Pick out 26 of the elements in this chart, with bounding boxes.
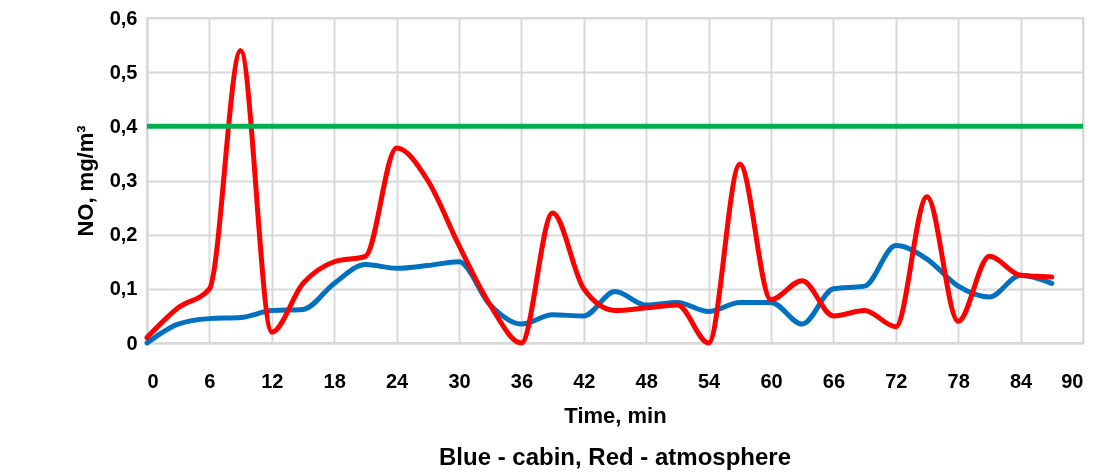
x-axis-title: Time, min [564,402,667,428]
x-tick-label: 36 [510,369,534,392]
x-tick-label: 30 [448,369,471,392]
y-tick-label: 0,5 [109,60,138,83]
y-tick-label: 0,1 [109,277,138,300]
x-tick-label: 90 [1061,369,1084,392]
x-tick-label: 0 [147,369,159,392]
x-tick-label: 12 [261,369,284,392]
y-tick-label: 0,3 [109,169,138,191]
text: Blue - cabin, Red - atmosphere [438,443,792,470]
y-tick-label: 0,2 [109,223,138,246]
x-tick-label: 84 [1009,369,1034,392]
x-tick-label: 24 [385,369,410,392]
x-tick-label: 72 [885,369,908,392]
y-axis-title: NO, mg/m³ [72,125,98,237]
y-tick-label: 0 [126,331,138,354]
x-tick-label: 6 [204,369,216,392]
x-tick-label: 42 [573,369,596,392]
x-tick-label: 66 [822,369,846,392]
x-tick-label: 18 [323,369,346,392]
y-tick-label: 0,4 [109,114,139,137]
x-tick-label: 78 [947,369,970,392]
x-tick-label: 60 [760,369,783,392]
x-tick-label: 54 [697,369,722,392]
x-tick-label: 48 [635,369,658,392]
y-tick-label: 0,6 [109,6,138,29]
